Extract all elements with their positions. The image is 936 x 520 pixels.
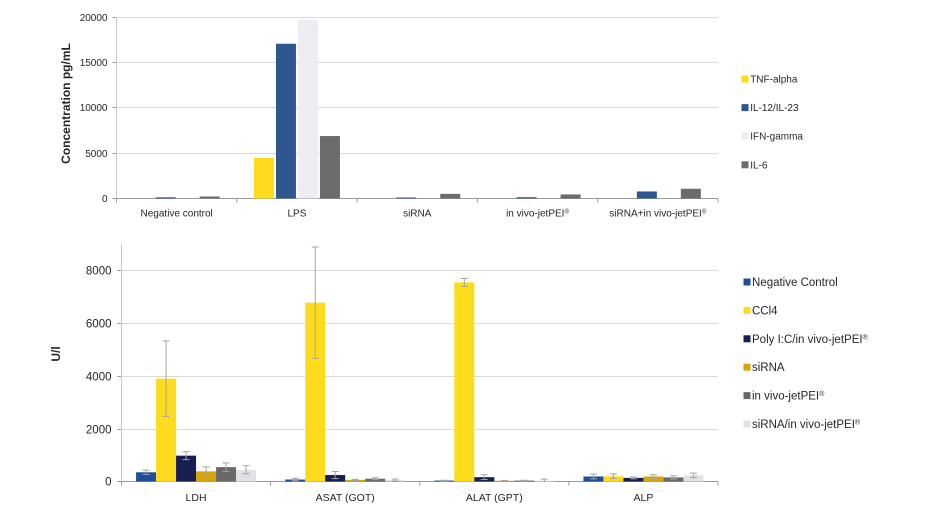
svg-text:CCl4: CCl4 (752, 305, 778, 317)
svg-text:LPS: LPS (287, 209, 306, 220)
svg-text:LDH: LDH (186, 492, 207, 504)
svg-text:2000: 2000 (86, 425, 112, 437)
svg-text:in vivo-jetPEI®: in vivo-jetPEI® (752, 390, 825, 402)
svg-text:TNF-alpha: TNF-alpha (750, 75, 798, 86)
svg-text:8000: 8000 (86, 266, 112, 278)
svg-text:Negative control: Negative control (141, 209, 213, 220)
svg-text:U/l: U/l (49, 346, 63, 361)
svg-text:siRNA+in vivo-jetPEI®: siRNA+in vivo-jetPEI® (609, 209, 707, 220)
svg-text:20000: 20000 (80, 13, 108, 24)
svg-text:0: 0 (105, 477, 111, 489)
svg-text:5000: 5000 (85, 149, 108, 160)
svg-text:siRNA: siRNA (403, 209, 432, 220)
svg-text:Concentration pg/mL: Concentration pg/mL (59, 43, 73, 164)
svg-text:IL-6: IL-6 (750, 160, 768, 171)
svg-text:0: 0 (102, 194, 108, 205)
svg-text:IL-12/IL-23: IL-12/IL-23 (750, 103, 799, 114)
svg-text:ALP: ALP (634, 492, 654, 504)
svg-text:in vivo-jetPEI®: in vivo-jetPEI® (506, 209, 569, 220)
svg-text:Negative Control: Negative Control (752, 277, 838, 289)
svg-text:4000: 4000 (86, 372, 112, 384)
svg-text:ALAT (GPT): ALAT (GPT) (466, 492, 523, 504)
svg-text:siRNA/in vivo-jetPEI®: siRNA/in vivo-jetPEI® (752, 419, 861, 431)
svg-text:Poly I:C/in vivo-jetPEI®: Poly I:C/in vivo-jetPEI® (752, 333, 869, 345)
svg-text:6000: 6000 (86, 319, 112, 331)
svg-text:10000: 10000 (80, 103, 108, 114)
svg-text:ASAT (GOT): ASAT (GOT) (316, 492, 375, 504)
svg-text:siRNA: siRNA (752, 362, 785, 374)
svg-text:15000: 15000 (80, 58, 108, 69)
svg-text:IFN-gamma: IFN-gamma (750, 132, 803, 143)
